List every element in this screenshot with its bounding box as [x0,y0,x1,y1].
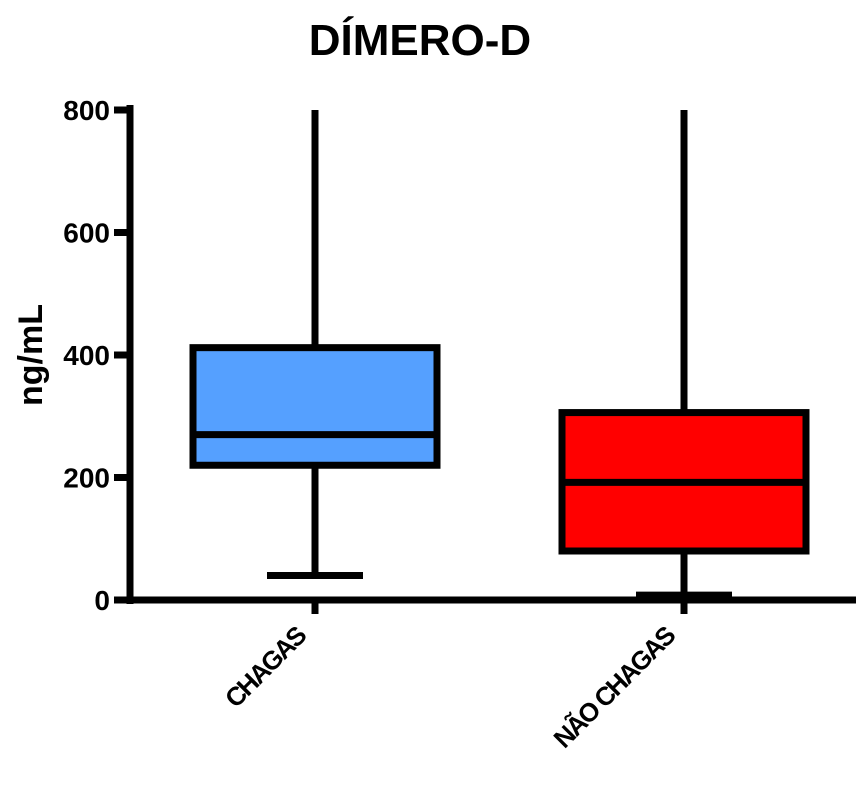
y-axis: 0 200 400 600 800 [63,95,134,616]
y-tick-label: 800 [63,95,110,126]
y-tick-label: 200 [63,463,110,494]
box-2 [558,110,810,599]
chart-title: DÍMERO-D [309,15,531,65]
x-axis: CHAGAS NÃO CHAGAS [126,596,856,754]
boxes-group [189,110,810,599]
y-tick-label: 400 [63,340,110,371]
x-category-label: CHAGAS [219,620,313,714]
x-category-label: NÃO CHAGAS [548,620,682,754]
y-tick-label: 600 [63,218,110,249]
y-tick-label: 0 [94,585,110,616]
iqr-box [189,344,441,469]
y-axis-label: ng/mL [12,304,50,406]
box-1 [189,110,441,579]
